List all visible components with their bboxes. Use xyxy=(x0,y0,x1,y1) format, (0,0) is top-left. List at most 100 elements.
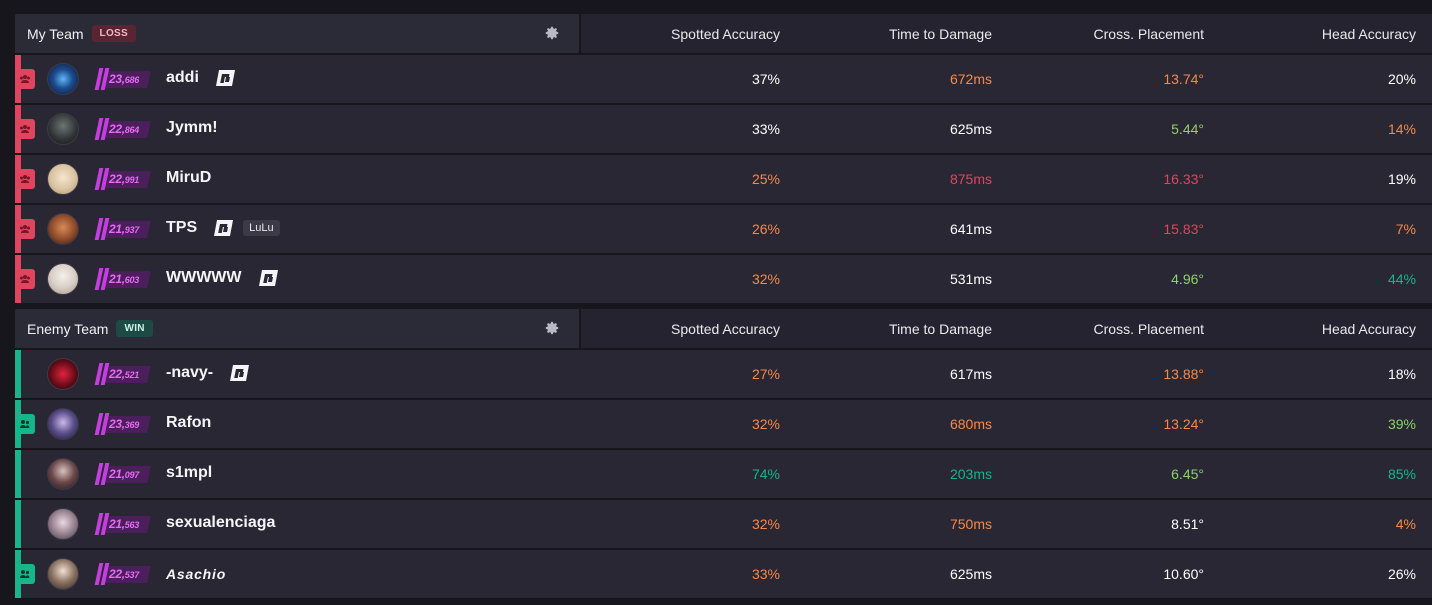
head-accuracy-cell: 4% xyxy=(1395,516,1416,532)
spotted-accuracy-cell: 74% xyxy=(751,466,780,482)
player-row[interactable]: 23,686 addi 37% 672ms 13.74° 20% xyxy=(15,55,1432,103)
spotted-accuracy-cell: 27% xyxy=(751,366,780,382)
stat-cells: 26% 641ms 15.83° 7% xyxy=(581,205,1416,253)
player-name-group: TPS LuLu xyxy=(166,219,280,237)
player-row[interactable]: 22,521 -navy- 27% 617ms 13.88° 18% xyxy=(15,350,1432,398)
avatar[interactable] xyxy=(47,458,79,490)
time-to-damage-cell: 680ms xyxy=(949,416,992,432)
my-team-panel: My Team LOSS Spotted Accuracy Time to Damag… xyxy=(15,14,1432,303)
player-tag: LuLu xyxy=(243,220,280,236)
avatar[interactable] xyxy=(47,263,79,295)
player-name[interactable]: TPS xyxy=(166,219,198,236)
rank-rating: 23,686 xyxy=(109,72,139,86)
stat-column-headers: Spotted Accuracy Time to Damage Cross. Pla… xyxy=(581,14,1432,53)
avatar[interactable] xyxy=(47,113,79,145)
cross-placement-cell: 16.33° xyxy=(1163,171,1204,187)
avatar[interactable] xyxy=(47,558,79,590)
time-to-damage-cell: 617ms xyxy=(949,366,992,382)
avatar[interactable] xyxy=(47,508,79,540)
rank-rating: 22,521 xyxy=(109,367,139,381)
player-name-group: s1mpl xyxy=(166,464,212,482)
column-header[interactable]: Spotted Accuracy xyxy=(671,25,780,42)
team-header: Enemy Team WIN Spotted Accuracy Time to Dam… xyxy=(15,309,1432,348)
team-name: My Team xyxy=(27,25,84,42)
column-header[interactable]: Time to Damage xyxy=(889,25,992,42)
head-accuracy-cell: 44% xyxy=(1387,271,1416,287)
avatar[interactable] xyxy=(47,358,79,390)
rank-badge: 21,603 xyxy=(94,267,151,291)
stat-cells: 74% 203ms 6.45° 85% xyxy=(581,450,1416,498)
player-row[interactable]: 22,537 Asachio 33% 625ms 10.60° 26% xyxy=(15,550,1432,598)
stat-cells: 27% 617ms 13.88° 18% xyxy=(581,350,1416,398)
rank-badge: 21,097 xyxy=(94,462,151,486)
player-name[interactable]: Jymm! xyxy=(166,119,218,136)
player-row[interactable]: 21,097 s1mpl 74% 203ms 6.45° 85% xyxy=(15,450,1432,498)
time-to-damage-cell: 531ms xyxy=(949,271,992,287)
time-to-damage-cell: 672ms xyxy=(949,71,992,87)
avatar[interactable] xyxy=(47,408,79,440)
spotted-accuracy-cell: 33% xyxy=(751,566,780,582)
column-header[interactable]: Head Accuracy xyxy=(1321,320,1416,337)
head-accuracy-cell: 7% xyxy=(1395,221,1416,237)
party-icon xyxy=(15,219,35,239)
player-name[interactable]: Rafon xyxy=(166,414,212,431)
player-row[interactable]: 21,603 WWWWW 32% 531ms 4.96° 44% xyxy=(15,255,1432,303)
team-name: Enemy Team xyxy=(27,320,109,337)
cross-placement-cell: 13.24° xyxy=(1163,416,1204,432)
player-row[interactable]: 21,937 TPS LuLu 26% 641ms 15.83° 7% xyxy=(15,205,1432,253)
platform-logo-icon xyxy=(215,69,237,87)
column-header[interactable]: Head Accuracy xyxy=(1321,25,1416,42)
player-name[interactable]: addi xyxy=(166,69,199,86)
rank-rating: 21,603 xyxy=(109,272,139,286)
rank-badge: 22,521 xyxy=(94,362,151,386)
rank-rating: 23,369 xyxy=(109,417,139,431)
player-name[interactable]: -navy- xyxy=(166,364,214,381)
party-icon xyxy=(15,414,35,434)
platform-logo-icon xyxy=(213,219,235,237)
column-header[interactable]: Spotted Accuracy xyxy=(671,320,780,337)
spotted-accuracy-cell: 26% xyxy=(751,221,780,237)
stat-cells: 25% 875ms 16.33° 19% xyxy=(581,155,1416,203)
avatar[interactable] xyxy=(47,63,79,95)
rank-rating: 22,991 xyxy=(109,172,139,186)
rank-badge: 23,369 xyxy=(94,412,151,436)
gear-icon[interactable] xyxy=(544,320,560,336)
head-accuracy-cell: 39% xyxy=(1387,416,1416,432)
player-name[interactable]: Asachio xyxy=(166,566,227,582)
time-to-damage-cell: 641ms xyxy=(949,221,992,237)
team-title-bar: My Team LOSS xyxy=(15,14,579,53)
gear-icon[interactable] xyxy=(544,25,560,41)
column-header[interactable]: Cross. Placement xyxy=(1093,25,1204,42)
player-name[interactable]: sexualenciaga xyxy=(166,514,276,531)
team-color-strip xyxy=(15,350,21,398)
player-name[interactable]: MiruD xyxy=(166,169,212,186)
player-row[interactable]: 23,369 Rafon 32% 680ms 13.24° 39% xyxy=(15,400,1432,448)
time-to-damage-cell: 625ms xyxy=(949,121,992,137)
cross-placement-cell: 13.88° xyxy=(1163,366,1204,382)
cross-placement-cell: 8.51° xyxy=(1171,516,1204,532)
column-header[interactable]: Time to Damage xyxy=(889,320,992,337)
cross-placement-cell: 4.96° xyxy=(1171,271,1204,287)
player-name[interactable]: s1mpl xyxy=(166,464,213,481)
team-color-strip xyxy=(15,500,21,548)
player-row[interactable]: 21,563 sexualenciaga 32% 750ms 8.51° 4% xyxy=(15,500,1432,548)
enemy-team-panel: Enemy Team WIN Spotted Accuracy Time to Dam… xyxy=(15,309,1432,598)
party-icon xyxy=(15,119,35,139)
head-accuracy-cell: 18% xyxy=(1387,366,1416,382)
spotted-accuracy-cell: 33% xyxy=(751,121,780,137)
rank-rating: 21,937 xyxy=(109,222,139,236)
result-badge: WIN xyxy=(116,320,153,337)
column-header[interactable]: Cross. Placement xyxy=(1093,320,1204,337)
player-row[interactable]: 22,864 Jymm! 33% 625ms 5.44° 14% xyxy=(15,105,1432,153)
player-name[interactable]: WWWWW xyxy=(166,269,242,286)
spotted-accuracy-cell: 37% xyxy=(751,71,780,87)
avatar[interactable] xyxy=(47,163,79,195)
player-row[interactable]: 22,991 MiruD 25% 875ms 16.33° 19% xyxy=(15,155,1432,203)
platform-logo-icon xyxy=(229,364,251,382)
stat-cells: 37% 672ms 13.74° 20% xyxy=(581,55,1416,103)
cross-placement-cell: 15.83° xyxy=(1163,221,1204,237)
player-name-group: addi xyxy=(166,69,237,87)
head-accuracy-cell: 26% xyxy=(1387,566,1416,582)
party-icon xyxy=(15,564,35,584)
avatar[interactable] xyxy=(47,213,79,245)
